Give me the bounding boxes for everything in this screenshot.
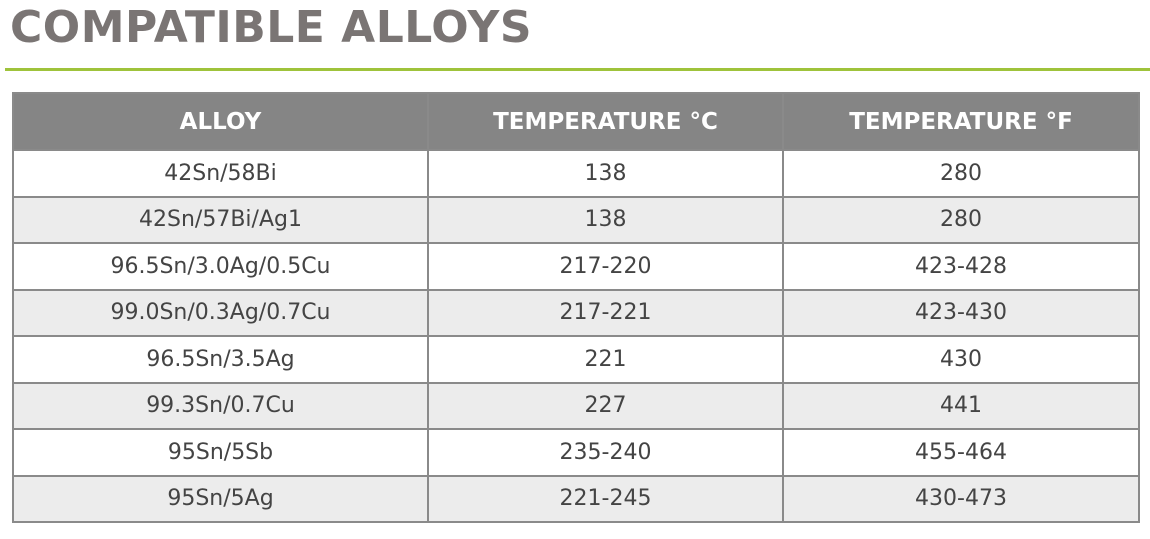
- table-cell: 221-245: [427, 474, 784, 523]
- table-cell: 430: [782, 335, 1140, 384]
- table-row: 96.5Sn/3.5Ag 221 430: [12, 335, 1140, 384]
- table-row: 42Sn/57Bi/Ag1 138 280: [12, 195, 1140, 244]
- table-cell: 96.5Sn/3.5Ag: [12, 335, 429, 384]
- title: COMPATIBLE ALLOYS: [10, 2, 533, 53]
- column-header: ALLOY: [12, 92, 429, 151]
- table-cell: 96.5Sn/3.0Ag/0.5Cu: [12, 242, 429, 291]
- alloy-table: ALLOY TEMPERATURE °C TEMPERATURE °F 42Sn/5…: [12, 92, 1140, 523]
- table-cell: 280: [782, 149, 1140, 198]
- table-cell: 138: [427, 195, 784, 244]
- table-cell: 95Sn/5Sb: [12, 428, 429, 477]
- table-cell: 95Sn/5Ag: [12, 474, 429, 523]
- table-cell: 235-240: [427, 428, 784, 477]
- table-cell: 430-473: [782, 474, 1140, 523]
- table-row: 95Sn/5Sb 235-240 455-464: [12, 428, 1140, 477]
- table-row: 96.5Sn/3.0Ag/0.5Cu 217-220 423-428: [12, 242, 1140, 291]
- table-cell: 99.3Sn/0.7Cu: [12, 381, 429, 430]
- table-row: 99.3Sn/0.7Cu 227 441: [12, 381, 1140, 430]
- table-cell: 423-428: [782, 242, 1140, 291]
- table-body: 42Sn/58Bi 138 280 42Sn/57Bi/Ag1 138 280 96.5Sn…: [12, 149, 1140, 523]
- table-cell: 99.0Sn/0.3Ag/0.7Cu: [12, 288, 429, 337]
- column-header: TEMPERATURE °C: [427, 92, 784, 151]
- table-row: 42Sn/58Bi 138 280: [12, 149, 1140, 198]
- table-cell: 42Sn/58Bi: [12, 149, 429, 198]
- table-cell: 217-221: [427, 288, 784, 337]
- table-cell: 138: [427, 149, 784, 198]
- table-cell: 423-430: [782, 288, 1140, 337]
- table-cell: 227: [427, 381, 784, 430]
- divider: [5, 68, 1150, 71]
- table-cell: 441: [782, 381, 1140, 430]
- column-header: TEMPERATURE °F: [782, 92, 1140, 151]
- table-row: 99.0Sn/0.3Ag/0.7Cu 217-221 423-430: [12, 288, 1140, 337]
- table-row: 95Sn/5Ag 221-245 430-473: [12, 474, 1140, 523]
- table-cell: 280: [782, 195, 1140, 244]
- table-cell: 221: [427, 335, 784, 384]
- header-row: ALLOY TEMPERATURE °C TEMPERATURE °F: [12, 92, 1140, 151]
- table-cell: 455-464: [782, 428, 1140, 477]
- table-cell: 217-220: [427, 242, 784, 291]
- table-cell: 42Sn/57Bi/Ag1: [12, 195, 429, 244]
